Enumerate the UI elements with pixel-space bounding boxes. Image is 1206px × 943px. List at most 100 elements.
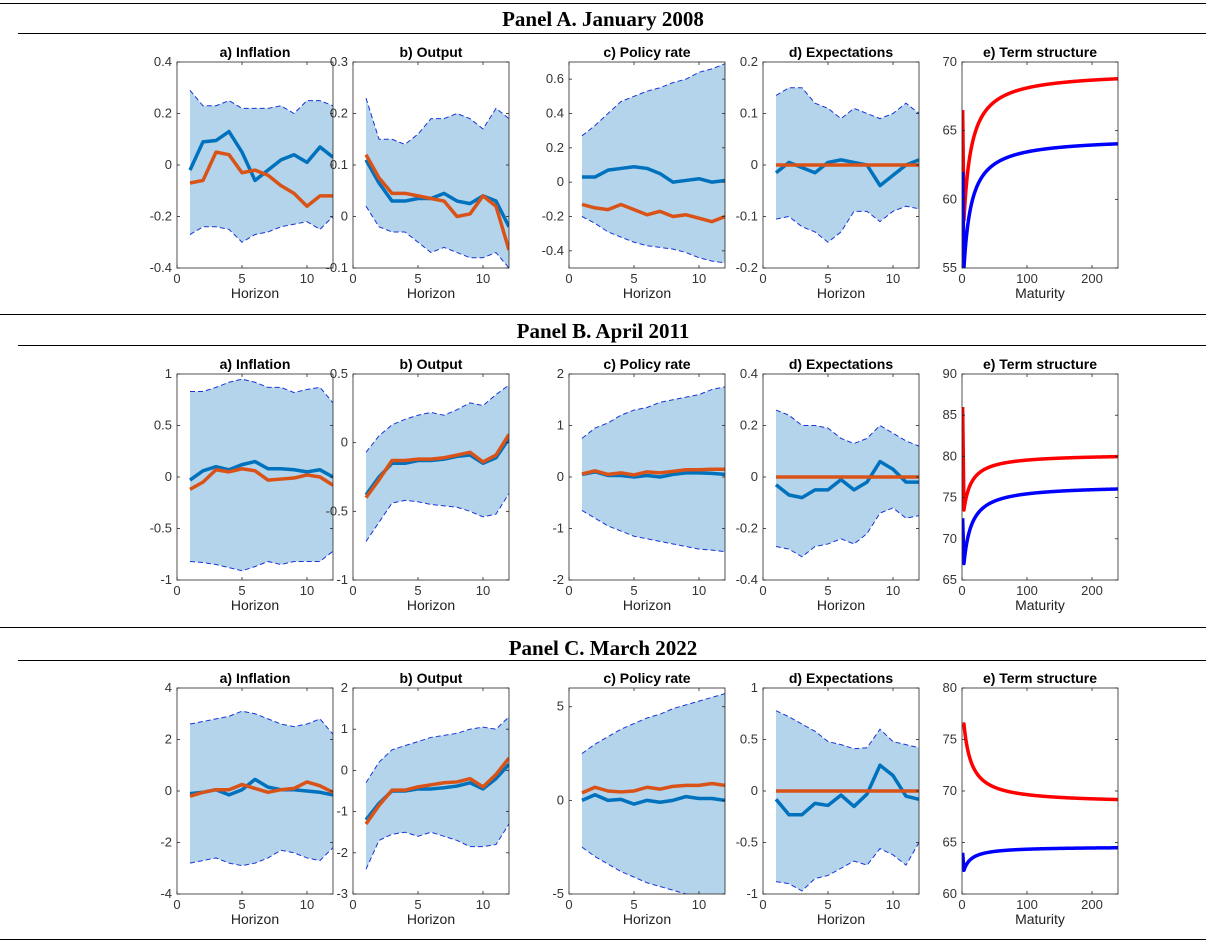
term-curve-0 bbox=[962, 406, 1118, 512]
y-tick-label: -4 bbox=[160, 886, 172, 901]
y-tick-label: 60 bbox=[943, 886, 957, 901]
band-lower-line bbox=[775, 842, 919, 892]
x-tick-label: 0 bbox=[958, 583, 965, 598]
x-tick-label: 10 bbox=[692, 583, 706, 598]
confidence-band bbox=[366, 384, 509, 542]
series-line-0 bbox=[774, 763, 919, 817]
y-tick-label: 0.4 bbox=[740, 366, 758, 381]
x-tick-label: 5 bbox=[824, 583, 831, 598]
term-curve-1 bbox=[962, 846, 1118, 873]
x-tick-label: 5 bbox=[238, 583, 245, 598]
y-tick-label: -2 bbox=[336, 845, 348, 860]
y-tick-label: -1 bbox=[336, 572, 348, 587]
x-axis-label: Horizon bbox=[231, 285, 279, 301]
plot-area bbox=[188, 90, 333, 243]
y-tick-label: -0.4 bbox=[542, 243, 564, 258]
band-upper-line bbox=[365, 97, 509, 145]
term-curve-0 bbox=[962, 722, 1118, 802]
x-tick-label: 10 bbox=[886, 271, 900, 286]
panel-b-bottom-rule bbox=[0, 627, 1206, 628]
y-tick-label: 70 bbox=[943, 531, 957, 546]
y-tick-label: 75 bbox=[943, 490, 957, 505]
x-tick-label: 5 bbox=[824, 897, 831, 912]
y-tick-label: -3 bbox=[336, 886, 348, 901]
plot-area bbox=[774, 710, 919, 892]
chart-title: e) Term structure bbox=[983, 356, 1097, 372]
y-tick-label: 0 bbox=[165, 783, 172, 798]
y-tick-label: 0.2 bbox=[740, 418, 758, 433]
x-tick-label: 0 bbox=[958, 897, 965, 912]
y-tick-label: 90 bbox=[943, 366, 957, 381]
x-axis-label: Maturity bbox=[1015, 911, 1065, 927]
y-tick-label: -2 bbox=[160, 835, 172, 850]
x-axis-label: Horizon bbox=[817, 911, 865, 927]
series-line-1 bbox=[364, 153, 509, 251]
chart-title: b) Output bbox=[400, 356, 463, 372]
y-tick-label: 1 bbox=[165, 366, 172, 381]
series-line-1 bbox=[581, 467, 725, 477]
series-line-0 bbox=[581, 792, 725, 806]
y-tick-label: 65 bbox=[943, 572, 957, 587]
axes-box bbox=[568, 687, 726, 895]
panel-a-bottom-rule bbox=[0, 314, 1206, 315]
plot-area bbox=[581, 693, 725, 894]
plot-area bbox=[581, 386, 725, 553]
band-upper-line bbox=[775, 87, 919, 120]
chart-title: d) Expectations bbox=[789, 356, 893, 372]
chart-title: d) Expectations bbox=[789, 44, 893, 60]
top-rule bbox=[0, 3, 1206, 4]
band-upper-line bbox=[365, 384, 509, 453]
chart-title: c) Policy rate bbox=[603, 670, 690, 686]
y-tick-label: 0.2 bbox=[740, 54, 758, 69]
plot-area bbox=[364, 97, 509, 268]
x-tick-label: 0 bbox=[349, 583, 356, 598]
band-lower-line bbox=[581, 846, 690, 894]
y-tick-label: -1 bbox=[746, 886, 758, 901]
x-axis-label: Horizon bbox=[817, 597, 865, 613]
x-axis-label: Maturity bbox=[1015, 597, 1065, 613]
y-tick-label: 0 bbox=[165, 469, 172, 484]
chart-title: c) Policy rate bbox=[603, 356, 690, 372]
band-upper-line bbox=[189, 90, 333, 115]
y-tick-label: 1 bbox=[341, 721, 348, 736]
y-tick-label: 0.4 bbox=[546, 106, 564, 121]
y-tick-label: 80 bbox=[943, 448, 957, 463]
chart-title: b) Output bbox=[400, 44, 463, 60]
x-tick-label: 200 bbox=[1081, 583, 1103, 598]
series-line-1 bbox=[189, 780, 333, 798]
series-line-0 bbox=[582, 164, 725, 184]
axes-box bbox=[961, 687, 1119, 895]
y-tick-label: 1 bbox=[557, 418, 564, 433]
y-tick-label: 0 bbox=[557, 792, 564, 807]
plot-area bbox=[364, 384, 509, 542]
term-curve-0 bbox=[962, 77, 1118, 222]
band-upper-line bbox=[775, 710, 919, 750]
band-upper-line bbox=[365, 716, 509, 784]
x-tick-label: 5 bbox=[630, 583, 637, 598]
y-tick-label: 0 bbox=[557, 174, 564, 189]
chart-title: b) Output bbox=[400, 670, 463, 686]
x-tick-label: 10 bbox=[300, 271, 314, 286]
y-tick-label: -0.1 bbox=[326, 260, 348, 275]
y-tick-label: -0.2 bbox=[736, 521, 758, 536]
x-tick-label: 0 bbox=[759, 897, 766, 912]
y-tick-label: 5 bbox=[557, 699, 564, 714]
x-tick-label: 0 bbox=[565, 583, 572, 598]
chart-0-3: d) Expectations 0 5 10 -0.2 -0.1 0 0.1 0.2 Horizo… bbox=[736, 44, 920, 301]
band-lower-line bbox=[775, 507, 919, 558]
band-lower-line bbox=[189, 847, 333, 867]
x-axis-label: Horizon bbox=[407, 285, 455, 301]
x-axis-label: Horizon bbox=[817, 285, 865, 301]
x-tick-label: 200 bbox=[1081, 271, 1103, 286]
x-tick-label: 100 bbox=[1016, 897, 1038, 912]
band-lower-line bbox=[365, 823, 509, 870]
y-tick-label: 0.4 bbox=[154, 54, 172, 69]
band-upper-line bbox=[581, 693, 725, 754]
plot-area bbox=[962, 406, 1118, 566]
plot-area bbox=[188, 378, 333, 572]
y-tick-label: 0.3 bbox=[330, 54, 348, 69]
plot-area bbox=[581, 63, 725, 264]
y-tick-label: 0.5 bbox=[330, 366, 348, 381]
plot-area bbox=[189, 710, 333, 867]
confidence-band bbox=[190, 711, 333, 866]
